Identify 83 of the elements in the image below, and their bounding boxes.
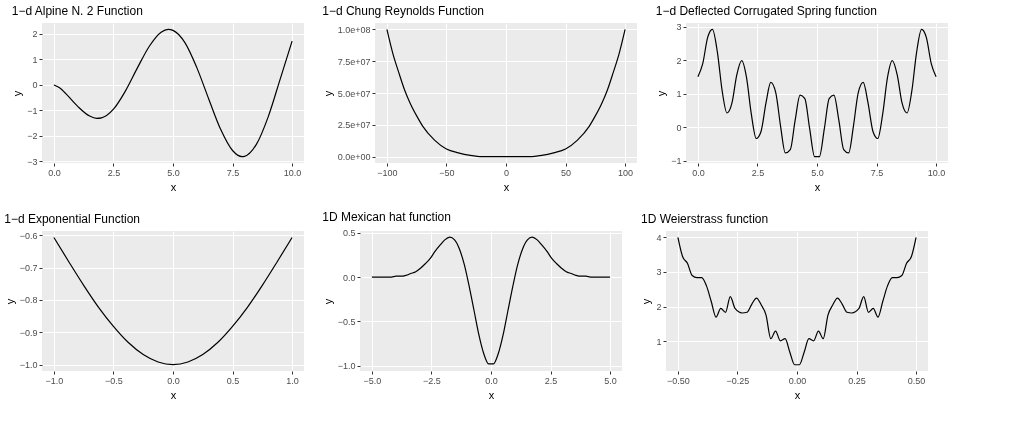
x-tick-label: −50	[439, 167, 455, 178]
x-tick-label: 0.00	[788, 375, 807, 386]
x-tick-label: −100	[377, 167, 398, 178]
line-series	[677, 236, 917, 366]
y-axis-title: y	[655, 90, 668, 97]
x-tick-label: 5.0	[811, 167, 824, 178]
x-tick-label: 2.5	[751, 167, 765, 178]
chart-title: 1−d Deflected Corrugated Spring function	[655, 3, 877, 18]
y-axis-title: y	[321, 298, 334, 305]
x-tick-label: 5.0	[167, 167, 180, 178]
x-tick-label: 2.5	[544, 375, 558, 386]
line-series	[53, 236, 293, 366]
y-axis-title: y	[3, 298, 16, 305]
x-tick-label: 0.0	[48, 167, 61, 178]
chart-title: 1D Weierstrass function	[640, 212, 769, 226]
y-tick-label: −1	[671, 156, 682, 167]
y-tick-label: −3	[27, 156, 38, 167]
chart-title: 1−d Chung Reynolds Function	[322, 4, 484, 18]
y-tick-label: −0.9	[19, 327, 38, 338]
y-axis-title: y	[11, 90, 24, 97]
x-tick-label: −5.0	[363, 375, 382, 386]
y-tick-label: 1	[676, 89, 682, 100]
line-series	[697, 28, 937, 158]
y-tick-label: 1	[32, 54, 38, 65]
x-tick-label: 50	[561, 167, 572, 178]
x-axis-title: x	[794, 388, 801, 401]
y-tick-label: 0.0	[342, 272, 356, 283]
x-tick-label: 5.0	[604, 375, 617, 386]
line-series	[371, 236, 611, 365]
x-tick-label: 7.5	[870, 167, 884, 178]
y-tick-label: 2	[656, 302, 662, 313]
line-series	[53, 28, 293, 158]
x-tick-label: 0.5	[226, 375, 240, 386]
y-tick-label: 2	[676, 55, 682, 66]
x-tick-label: −0.25	[726, 375, 750, 386]
y-tick-label: 2	[32, 29, 38, 40]
y-tick-label: 0	[32, 80, 38, 91]
y-tick-label: 4	[656, 232, 662, 243]
y-tick-label: −1.0	[337, 361, 356, 372]
x-axis-title: x	[170, 388, 177, 401]
x-tick-label: 7.5	[226, 167, 240, 178]
x-tick-label: −0.5	[105, 375, 123, 386]
y-tick-label: 0.0e+00	[337, 152, 371, 163]
y-tick-label: −1.0	[19, 360, 38, 371]
x-tick-label: 100	[618, 167, 634, 178]
x-axis-title: x	[170, 180, 177, 193]
x-tick-label: 1.0	[286, 375, 299, 386]
y-tick-label: 0	[676, 122, 682, 133]
y-axis-title: y	[321, 90, 334, 97]
y-tick-label: 2.5e+07	[337, 120, 371, 131]
y-tick-label: 1.0e+08	[337, 24, 371, 35]
x-axis-title: x	[488, 388, 495, 401]
x-tick-label: 0.0	[485, 375, 498, 386]
x-tick-label: 0.50	[907, 375, 926, 386]
x-tick-label: 10.0	[283, 167, 302, 178]
x-tick-label: 10.0	[927, 167, 946, 178]
y-tick-label: −0.7	[19, 263, 38, 274]
x-tick-label: −2.5	[423, 375, 441, 386]
y-axis-title: y	[640, 298, 653, 305]
x-tick-label: −1.0	[45, 375, 64, 386]
line-series	[386, 28, 626, 158]
chart-title: 1−d Exponential Function	[4, 212, 140, 226]
x-tick-label: 0	[503, 167, 510, 178]
y-tick-label: 3	[676, 22, 682, 33]
y-tick-label: 7.5e+07	[337, 56, 371, 67]
y-tick-label: −0.6	[19, 230, 38, 241]
x-axis-title: x	[503, 180, 510, 193]
y-tick-label: 3	[656, 267, 662, 278]
x-tick-label: 0.25	[848, 375, 866, 386]
x-tick-label: 2.5	[107, 167, 121, 178]
x-tick-label: 0.0	[692, 167, 705, 178]
y-tick-label: 5.0e+07	[337, 88, 371, 99]
y-tick-label: −0.5	[337, 316, 356, 327]
y-tick-label: −0.8	[19, 295, 38, 306]
x-axis-title: x	[814, 180, 821, 193]
y-tick-label: 1	[656, 336, 662, 347]
chart-title: 1D Mexican hat function	[322, 209, 451, 224]
y-tick-label: −1	[27, 105, 38, 116]
y-tick-label: −2	[27, 131, 38, 142]
x-tick-label: −0.50	[667, 375, 690, 386]
y-tick-label: 0.5	[342, 228, 356, 239]
x-tick-label: 0.0	[167, 375, 180, 386]
chart-title: 1−d Alpine N. 2 Function	[11, 4, 143, 18]
